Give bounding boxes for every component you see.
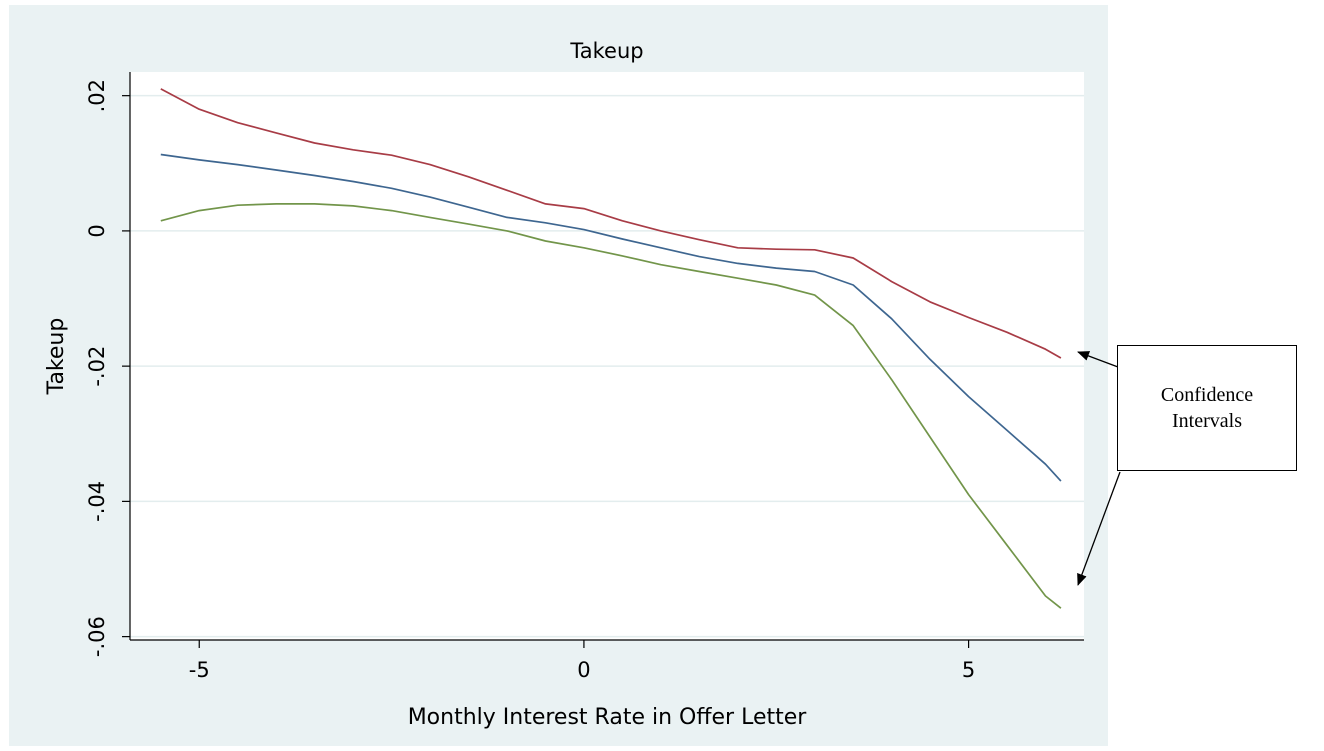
y-axis-ticks: .02 0 -.02 -.04 -.06: [85, 79, 130, 657]
y-tick-label: 0: [85, 224, 109, 237]
x-tick-label: -5: [189, 658, 210, 682]
y-tick-label: .02: [85, 79, 109, 112]
x-axis-ticks: -5 0 5: [189, 640, 975, 682]
callout-line-2: Intervals: [1172, 410, 1242, 432]
series-line-3: [160, 203, 1062, 609]
y-tick-label: -.06: [85, 616, 109, 657]
confidence-intervals-callout: Confidence Intervals: [1117, 345, 1297, 471]
y-tick-label: -.04: [85, 481, 109, 522]
y-tick-label: -.02: [85, 346, 109, 387]
arrow-lower-interval: [1077, 471, 1121, 586]
callout-line-1: Confidence: [1160, 384, 1254, 406]
x-tick-label: 0: [577, 658, 590, 682]
series-lines: [160, 88, 1062, 609]
grid-lines: [130, 94, 1084, 638]
chart-title: Takeup: [569, 39, 643, 63]
plot-area: [130, 72, 1084, 640]
x-axis-title: Monthly Interest Rate in Offer Letter: [408, 705, 808, 730]
series-line-2: [160, 153, 1062, 482]
x-tick-label: 5: [962, 658, 975, 682]
series-line-1: [160, 88, 1062, 359]
y-axis-title: Takeup: [44, 318, 69, 396]
